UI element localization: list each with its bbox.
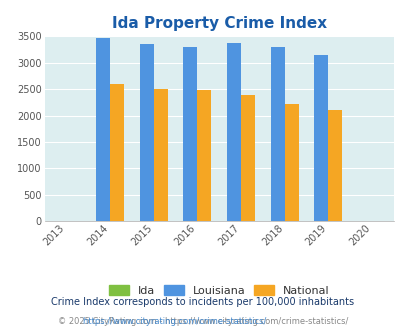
Bar — [183, 47, 197, 221]
Bar — [96, 38, 110, 221]
Bar — [110, 84, 124, 221]
Bar — [270, 47, 284, 221]
Legend: Ida, Louisiana, National: Ida, Louisiana, National — [105, 282, 332, 299]
Text: https://www.cityrating.com/crime-statistics/: https://www.cityrating.com/crime-statist… — [20, 317, 266, 326]
Bar — [328, 110, 341, 221]
Bar — [313, 55, 328, 221]
Text: Crime Index corresponds to incidents per 100,000 inhabitants: Crime Index corresponds to incidents per… — [51, 297, 354, 307]
Bar — [284, 104, 298, 221]
Title: Ida Property Crime Index: Ida Property Crime Index — [111, 16, 326, 31]
Bar — [153, 89, 167, 221]
Bar — [241, 95, 254, 221]
Bar — [139, 44, 153, 221]
Bar — [226, 43, 241, 221]
Bar — [197, 90, 211, 221]
Text: © 2025 CityRating.com - https://www.cityrating.com/crime-statistics/: © 2025 CityRating.com - https://www.city… — [58, 317, 347, 326]
